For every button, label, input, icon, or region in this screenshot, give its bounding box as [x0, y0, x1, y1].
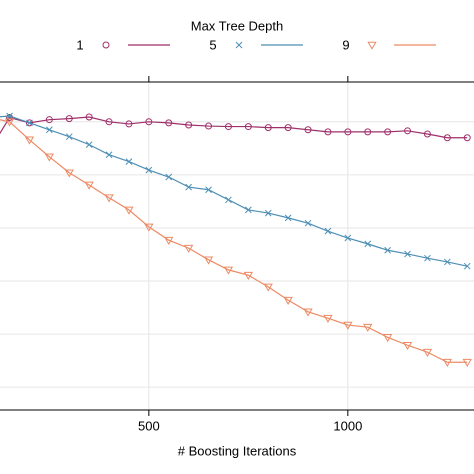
- data-point: [104, 194, 114, 203]
- data-point: [324, 128, 332, 136]
- data-point: [304, 219, 312, 227]
- data-point: [225, 196, 232, 204]
- data-point: [263, 283, 273, 292]
- data-point: [44, 153, 55, 162]
- data-point: [384, 246, 391, 254]
- data-point: [203, 256, 214, 265]
- data-point: [442, 358, 452, 368]
- data-point: [443, 258, 451, 266]
- data-point: [382, 333, 393, 343]
- data-point: [24, 136, 35, 145]
- legend-marker: [102, 41, 110, 49]
- data-point: [344, 128, 352, 136]
- data-point: [424, 254, 431, 262]
- data-point: [205, 186, 212, 194]
- data-point: [185, 183, 192, 191]
- data-point: [124, 206, 134, 215]
- data-point: [463, 262, 471, 270]
- data-point: [25, 119, 33, 127]
- data-point: [264, 124, 272, 132]
- data-point: [65, 133, 73, 141]
- data-point: [205, 122, 213, 130]
- data-point: [26, 119, 33, 127]
- data-point: [343, 321, 353, 330]
- data-point: [4, 118, 15, 127]
- legend-label: 9: [342, 37, 349, 52]
- data-point: [344, 234, 352, 242]
- data-point: [443, 134, 451, 142]
- legend-title: Max Tree Depth: [191, 18, 284, 33]
- data-point: [423, 130, 431, 138]
- data-point: [125, 158, 133, 165]
- data-point: [223, 266, 234, 275]
- data-point: [64, 169, 74, 178]
- data-point: [323, 314, 333, 323]
- legend-label: 5: [209, 37, 216, 52]
- data-point: [65, 115, 73, 123]
- data-point: [85, 113, 93, 121]
- x-axis-label: # Boosting Iterations: [178, 443, 297, 458]
- series-line: [0, 116, 468, 139]
- data-point: [165, 173, 173, 181]
- data-point: [384, 128, 392, 136]
- data-point: [364, 240, 372, 248]
- legend-label: 1: [76, 37, 83, 52]
- data-point: [244, 206, 252, 214]
- data-point: [164, 236, 174, 245]
- x-tick-label: 500: [138, 418, 160, 433]
- data-point: [45, 126, 53, 134]
- data-point: [264, 209, 272, 217]
- data-point: [364, 128, 372, 136]
- data-point: [404, 127, 412, 135]
- data-point: [45, 116, 53, 124]
- data-point: [84, 181, 94, 190]
- data-point: [145, 166, 153, 174]
- data-point: [145, 118, 153, 126]
- data-point: [244, 123, 252, 131]
- data-point: [185, 121, 193, 129]
- data-point: [422, 348, 433, 357]
- legend-marker: [367, 41, 377, 50]
- data-point: [183, 244, 194, 253]
- series-line: [0, 115, 468, 267]
- plot-frame: [0, 81, 474, 411]
- data-point: [304, 126, 312, 134]
- data-point: [125, 120, 133, 128]
- data-point: [363, 323, 373, 333]
- data-point: [404, 250, 411, 258]
- data-point: [85, 141, 93, 148]
- data-point: [243, 271, 254, 280]
- x-tick-label: 1000: [333, 418, 362, 433]
- series-line: [0, 119, 468, 363]
- data-point: [105, 151, 113, 159]
- data-point: [303, 308, 313, 317]
- data-point: [6, 112, 13, 120]
- data-point: [144, 223, 154, 232]
- legend-marker: [235, 41, 243, 49]
- data-point: [284, 124, 292, 132]
- data-point: [105, 118, 113, 126]
- data-point: [224, 123, 232, 131]
- data-point: [165, 119, 173, 127]
- data-point: [283, 296, 293, 305]
- data-point: [284, 214, 292, 222]
- data-point: [324, 227, 332, 235]
- data-point: [462, 358, 472, 368]
- data-point: [402, 341, 413, 351]
- data-point: [463, 134, 471, 142]
